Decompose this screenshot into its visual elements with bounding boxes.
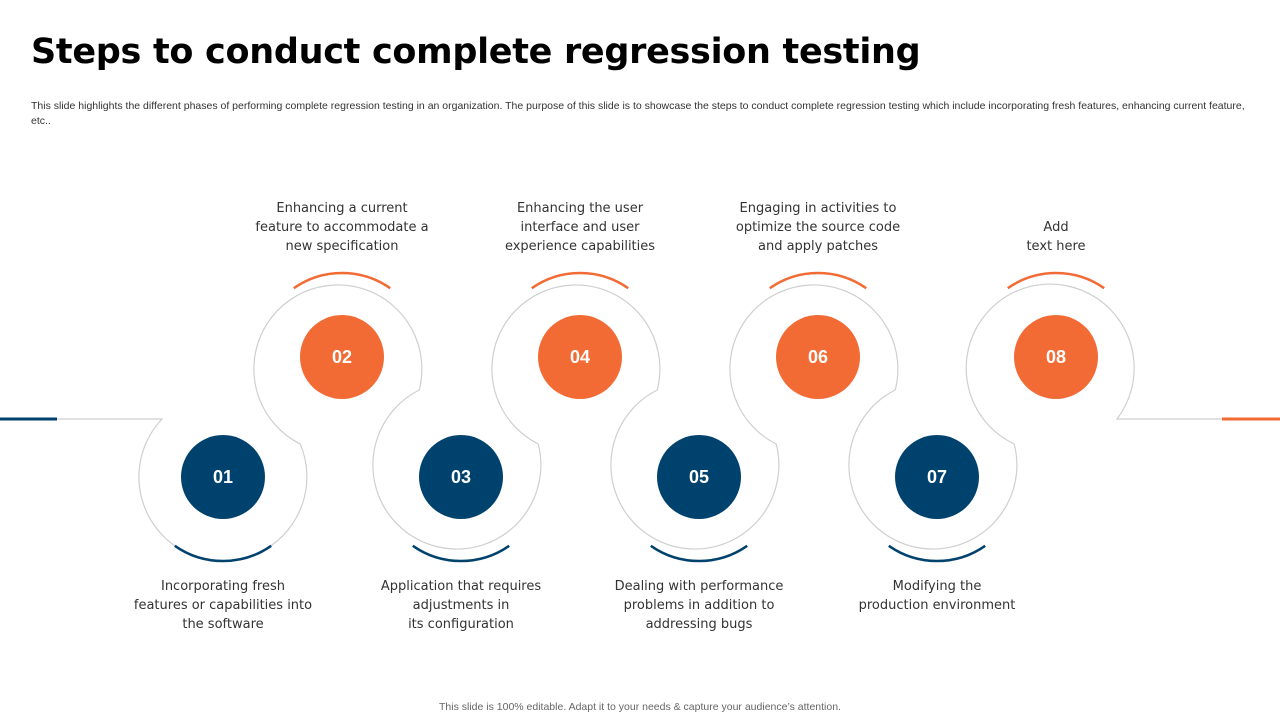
step-accent-arc [1007, 271, 1105, 290]
step-02-description: Enhancing a current feature to accommodat… [242, 199, 442, 256]
step-accent-arc [769, 271, 867, 290]
description-line: Incorporating fresh [160, 579, 285, 594]
step-accent-arc [293, 271, 391, 290]
step-number-circle [1014, 315, 1098, 399]
description-line: interface and user [520, 220, 640, 235]
step-number: 03 [451, 467, 471, 487]
step-03-description: Application that requires adjustments in i… [361, 577, 561, 634]
step-number-circle [657, 435, 741, 519]
step-number: 08 [1046, 347, 1066, 367]
description-line: optimize the source code [735, 220, 901, 235]
step-01: 01 [174, 435, 272, 563]
description-line: Engaging in activities to [739, 201, 897, 216]
description-line: Dealing with performance [614, 579, 784, 594]
step-number-circle [776, 315, 860, 399]
description-line: experience capabilities [504, 239, 656, 254]
description-line: Add [1043, 220, 1069, 235]
step-05: 05 [650, 435, 748, 563]
step-number: 07 [927, 467, 947, 487]
wave-outline [0, 283, 1280, 562]
step-number: 05 [689, 467, 709, 487]
description-line: the software [182, 617, 264, 632]
description-line: feature to accommodate a [255, 220, 429, 235]
description-line: Application that requires [380, 579, 542, 594]
step-05-description: Dealing with performance problems in addi… [599, 577, 799, 634]
description-line: its configuration [408, 617, 514, 632]
step-01-description: Incorporating fresh features or capabilit… [123, 577, 323, 634]
step-number-circle [419, 435, 503, 519]
description-line: Enhancing a current [276, 201, 408, 216]
step-number: 02 [332, 347, 352, 367]
step-number-circle [300, 315, 384, 399]
step-07-description: Modifying the production environment [837, 577, 1037, 615]
step-06-description: Engaging in activities to optimize the so… [718, 199, 918, 256]
step-accent-arc [412, 544, 510, 563]
description-line: production environment [858, 598, 1016, 613]
step-04: 04 [531, 271, 629, 399]
description-line: adjustments in [412, 598, 510, 613]
step-03: 03 [412, 435, 510, 563]
description-line: Enhancing the user [516, 201, 644, 216]
step-number: 06 [808, 347, 828, 367]
step-accent-arc [174, 544, 272, 563]
step-08-description: Add text here [956, 218, 1156, 256]
step-number-circle [538, 315, 622, 399]
step-number: 04 [570, 347, 590, 367]
slide-subtitle: This slide highlights the different phas… [31, 100, 1245, 127]
slide-title: Steps to conduct complete regression tes… [31, 32, 921, 72]
step-accent-arc [888, 544, 986, 563]
step-accent-arc [650, 544, 748, 563]
step-06: 06 [769, 271, 867, 399]
description-line: features or capabilities into [133, 598, 313, 613]
description-line: addressing bugs [645, 617, 753, 632]
slide-footer: This slide is 100% editable. Adapt it to… [439, 701, 841, 713]
step-08: 08 [1007, 271, 1105, 399]
step-04-description: Enhancing the user interface and user expe… [480, 199, 680, 256]
step-number: 01 [213, 467, 233, 487]
wave-outline-path [0, 283, 1280, 562]
step-number-circle [895, 435, 979, 519]
step-number-circle [181, 435, 265, 519]
step-07: 07 [888, 435, 986, 563]
description-line: new specification [285, 239, 399, 254]
step-02: 02 [293, 271, 391, 399]
steps-group: 01 02 03 04 05 06 07 08 [174, 271, 1105, 563]
description-line: and apply patches [758, 239, 878, 254]
description-line: problems in addition to [623, 598, 775, 613]
step-accent-arc [531, 271, 629, 290]
description-line: text here [1026, 239, 1086, 254]
description-line: Modifying the [892, 579, 982, 594]
